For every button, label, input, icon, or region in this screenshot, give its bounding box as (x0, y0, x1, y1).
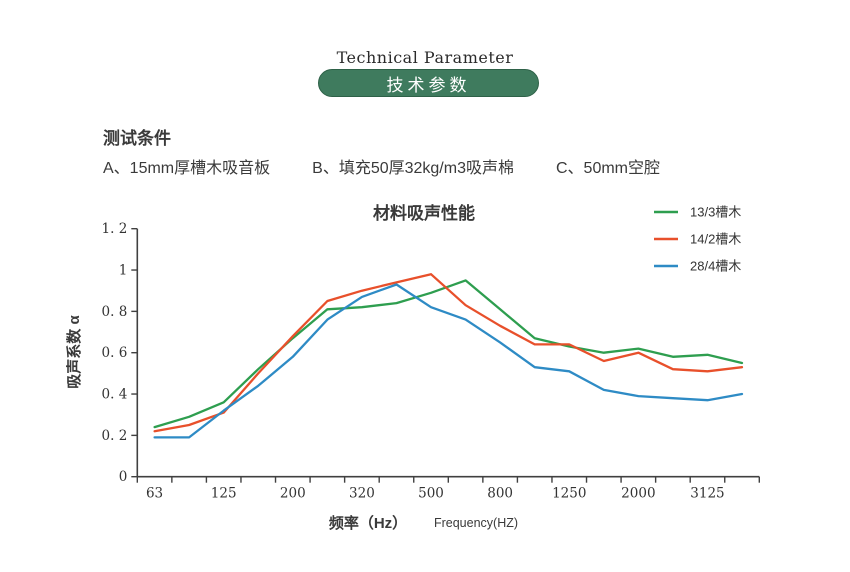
y-axis-title: 吸声系数 α (65, 315, 83, 389)
x-tick-label: 200 (280, 486, 306, 502)
legend-item: 13/3槽木 (654, 205, 741, 220)
x-tick-label: 63 (146, 486, 163, 502)
x-tick-label: 500 (418, 486, 444, 502)
condition-item-c: C、50mm空腔 (555, 160, 660, 177)
chart-axes: 0 0. 2 0. 4 0. 6 0. 8 1 1. 2 63 125 200 320 500 800 1… (102, 221, 760, 502)
legend-label: 14/2槽木 (690, 232, 741, 247)
test-conditions-list: A、15mm厚槽木吸音板 B、填充50厚32kg/m3吸声棉 C、50mm空腔 (103, 154, 833, 178)
section-badge: 技术参数 (318, 69, 539, 97)
legend-label: 13/3槽木 (690, 205, 741, 220)
legend-label: 28/4槽木 (690, 259, 741, 274)
chart-title: 材料吸声性能 (373, 203, 475, 223)
y-tick-label: 0. 8 (102, 304, 128, 320)
y-tick-label: 0 (119, 469, 128, 485)
x-tick-label: 2000 (621, 486, 655, 502)
x-tick-label: 320 (349, 486, 375, 502)
y-tick-label: 1 (119, 263, 128, 279)
x-axis-title: 频率（Hz） (329, 514, 407, 532)
legend-item: 28/4槽木 (654, 259, 741, 274)
page-title-english: Technical Parameter (336, 48, 514, 67)
chart-series-lines (153, 273, 744, 439)
series-line-14/2槽木 (153, 273, 744, 433)
legend-item: 14/2槽木 (654, 232, 741, 247)
series-line-28/4槽木 (153, 283, 744, 439)
y-tick-label: 1. 2 (102, 221, 128, 237)
condition-item-b: B、填充50厚32kg/m3吸声棉 (312, 160, 514, 177)
x-tick-label: 125 (211, 486, 237, 502)
condition-item-a: A、15mm厚槽木吸音板 (103, 160, 271, 177)
x-tick-label: 3125 (690, 486, 724, 502)
y-tick-label: 0. 4 (102, 387, 128, 403)
series-line-13/3槽木 (153, 279, 744, 429)
chart-legend: 13/3槽木 14/2槽木 28/4槽木 (654, 205, 741, 274)
x-axis-title-english: Frequency(HZ) (434, 516, 518, 530)
y-tick-label: 0. 6 (102, 345, 128, 361)
y-tick-label: 0. 2 (102, 428, 128, 444)
x-tick-label: 1250 (552, 486, 586, 502)
x-tick-label: 800 (487, 486, 513, 502)
test-conditions-heading: 测试条件 (103, 129, 171, 148)
